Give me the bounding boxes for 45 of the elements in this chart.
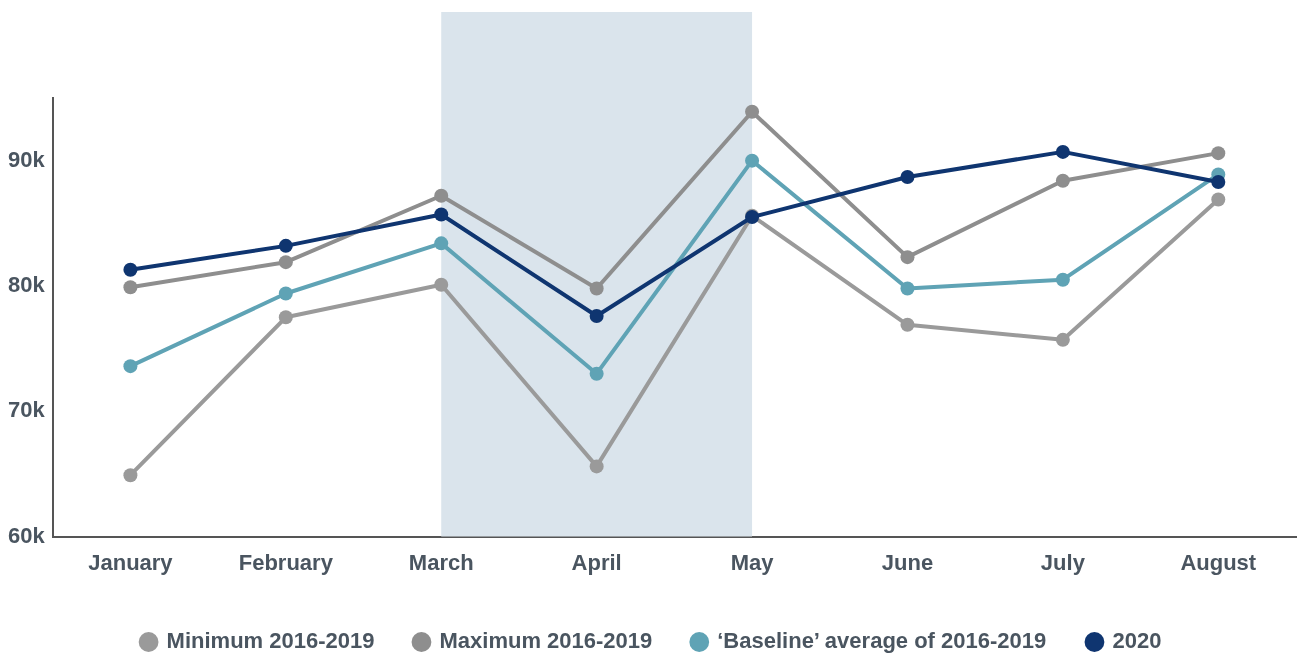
point: [900, 281, 915, 296]
point: [589, 281, 604, 296]
point: [900, 250, 915, 265]
y-tick-label: 80k: [7, 272, 46, 298]
point: [123, 280, 138, 295]
legend-label: Maximum 2016-2019: [439, 628, 653, 654]
y-tick-label: 70k: [7, 397, 46, 423]
x-tick-label: June: [881, 549, 934, 575]
point: [278, 255, 293, 270]
point: [1055, 272, 1070, 287]
point: [278, 286, 293, 301]
point: [123, 359, 138, 374]
y-tick-label: 90k: [7, 146, 46, 172]
point: [589, 366, 604, 381]
point: [900, 317, 915, 332]
x-tick-label: May: [730, 549, 775, 575]
y-tick-label: 60k: [7, 522, 46, 548]
point: [1211, 174, 1226, 189]
point: [1211, 146, 1226, 161]
point: [434, 277, 449, 292]
point: [745, 104, 760, 119]
point: [589, 459, 604, 474]
point: [1055, 332, 1070, 347]
point: [434, 236, 449, 251]
point: [900, 169, 915, 184]
point: [278, 310, 293, 325]
x-tick-label: August: [1180, 549, 1257, 575]
x-tick-label: January: [88, 549, 174, 575]
point: [123, 468, 138, 483]
point: [434, 207, 449, 222]
point: [1055, 144, 1070, 159]
x-tick-label: March: [408, 549, 474, 575]
legend-label: ‘Baseline’ average of 2016-2019: [717, 628, 1047, 654]
point: [434, 188, 449, 203]
x-tick-label: April: [571, 549, 622, 575]
x-tick-label: February: [238, 549, 334, 575]
point: [1211, 192, 1226, 207]
legend-label: 2020: [1112, 628, 1162, 654]
point: [745, 153, 760, 168]
legend-label: Minimum 2016-2019: [166, 628, 375, 654]
x-tick-label: July: [1040, 549, 1086, 575]
point: [278, 238, 293, 253]
point: [123, 262, 138, 277]
point: [589, 309, 604, 324]
point: [1055, 173, 1070, 188]
